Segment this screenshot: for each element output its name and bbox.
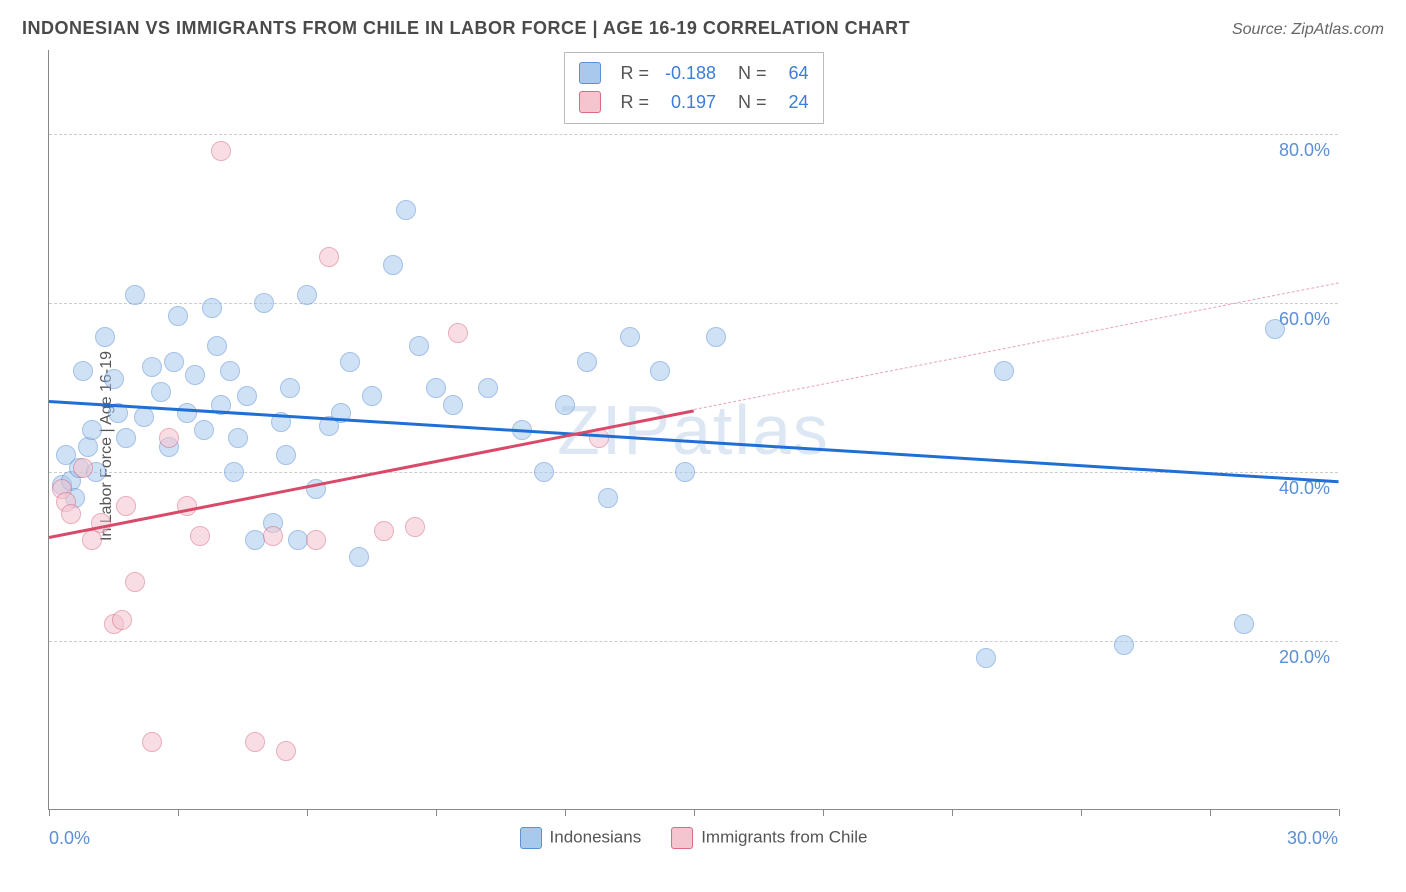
scatter-point [116,496,136,516]
scatter-point [159,428,179,448]
scatter-point [142,732,162,752]
scatter-point [620,327,640,347]
scatter-point [340,352,360,372]
scatter-point [224,462,244,482]
scatter-point [73,458,93,478]
scatter-point [164,352,184,372]
gridline [49,303,1338,304]
scatter-point [177,403,197,423]
x-tick [1210,809,1211,816]
x-tick [694,809,695,816]
scatter-point [263,526,283,546]
scatter-point [190,526,210,546]
scatter-point [142,357,162,377]
scatter-point [297,285,317,305]
scatter-point [443,395,463,415]
scatter-point [237,386,257,406]
scatter-point [426,378,446,398]
scatter-point [82,420,102,440]
scatter-point [73,361,93,381]
scatter-point [168,306,188,326]
scatter-point [598,488,618,508]
scatter-point [95,327,115,347]
scatter-point [349,547,369,567]
scatter-point [976,648,996,668]
scatter-point [104,369,124,389]
legend-bottom: Indonesians Immigrants from Chile [520,827,868,849]
scatter-point [362,386,382,406]
swatch-icon [578,62,600,84]
scatter-point [994,361,1014,381]
x-tick [436,809,437,816]
scatter-point [1265,319,1285,339]
source-label: Source: ZipAtlas.com [1232,21,1384,39]
chart-title: INDONESIAN VS IMMIGRANTS FROM CHILE IN L… [22,18,910,39]
scatter-point [396,200,416,220]
scatter-point [280,378,300,398]
y-tick-label: 60.0% [1279,309,1330,330]
x-tick [178,809,179,816]
scatter-point [319,247,339,267]
scatter-point [78,437,98,457]
scatter-point [220,361,240,381]
trend-line [694,282,1339,410]
scatter-point [194,420,214,440]
scatter-point [185,365,205,385]
scatter-point [207,336,227,356]
scatter-point [577,352,597,372]
scatter-point [1114,635,1134,655]
scatter-point [405,517,425,537]
scatter-point [116,428,136,448]
x-tick [49,809,50,816]
scatter-point [151,382,171,402]
scatter-point [478,378,498,398]
scatter-point [112,610,132,630]
swatch-icon [578,91,600,113]
scatter-point [555,395,575,415]
x-tick [952,809,953,816]
scatter-point [228,428,248,448]
x-tick [565,809,566,816]
scatter-point [675,462,695,482]
x-tick-label: 0.0% [49,828,90,849]
legend-item: Indonesians [520,827,642,849]
plot-area: ZIPatlas R =-0.188N =64R =0.197N =24 Ind… [48,50,1338,810]
scatter-point [245,732,265,752]
scatter-point [125,572,145,592]
swatch-icon [671,827,693,849]
scatter-point [125,285,145,305]
scatter-point [1234,614,1254,634]
stat-legend-box: R =-0.188N =64R =0.197N =24 [563,52,823,124]
scatter-point [211,141,231,161]
stat-row: R =0.197N =24 [578,88,808,117]
scatter-point [254,293,274,313]
scatter-point [202,298,222,318]
scatter-point [706,327,726,347]
scatter-point [448,323,468,343]
scatter-point [276,445,296,465]
scatter-point [383,255,403,275]
gridline [49,134,1338,135]
x-tick [1081,809,1082,816]
stat-row: R =-0.188N =64 [578,59,808,88]
trend-line [49,409,695,539]
y-tick-label: 20.0% [1279,647,1330,668]
x-tick [307,809,308,816]
x-tick [823,809,824,816]
scatter-point [409,336,429,356]
x-tick [1339,809,1340,816]
scatter-point [534,462,554,482]
y-tick-label: 80.0% [1279,140,1330,161]
scatter-point [134,407,154,427]
scatter-point [276,741,296,761]
scatter-point [374,521,394,541]
scatter-point [61,504,81,524]
scatter-point [650,361,670,381]
gridline [49,641,1338,642]
swatch-icon [520,827,542,849]
legend-item: Immigrants from Chile [671,827,867,849]
x-tick-label: 30.0% [1287,828,1338,849]
scatter-point [306,530,326,550]
